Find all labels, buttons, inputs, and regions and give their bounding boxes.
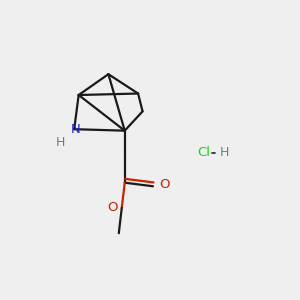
Text: O: O — [107, 202, 118, 214]
Text: H: H — [220, 146, 229, 160]
Text: O: O — [159, 178, 169, 191]
Text: H: H — [56, 136, 65, 149]
Text: N: N — [71, 123, 81, 136]
Text: Cl: Cl — [198, 146, 211, 160]
